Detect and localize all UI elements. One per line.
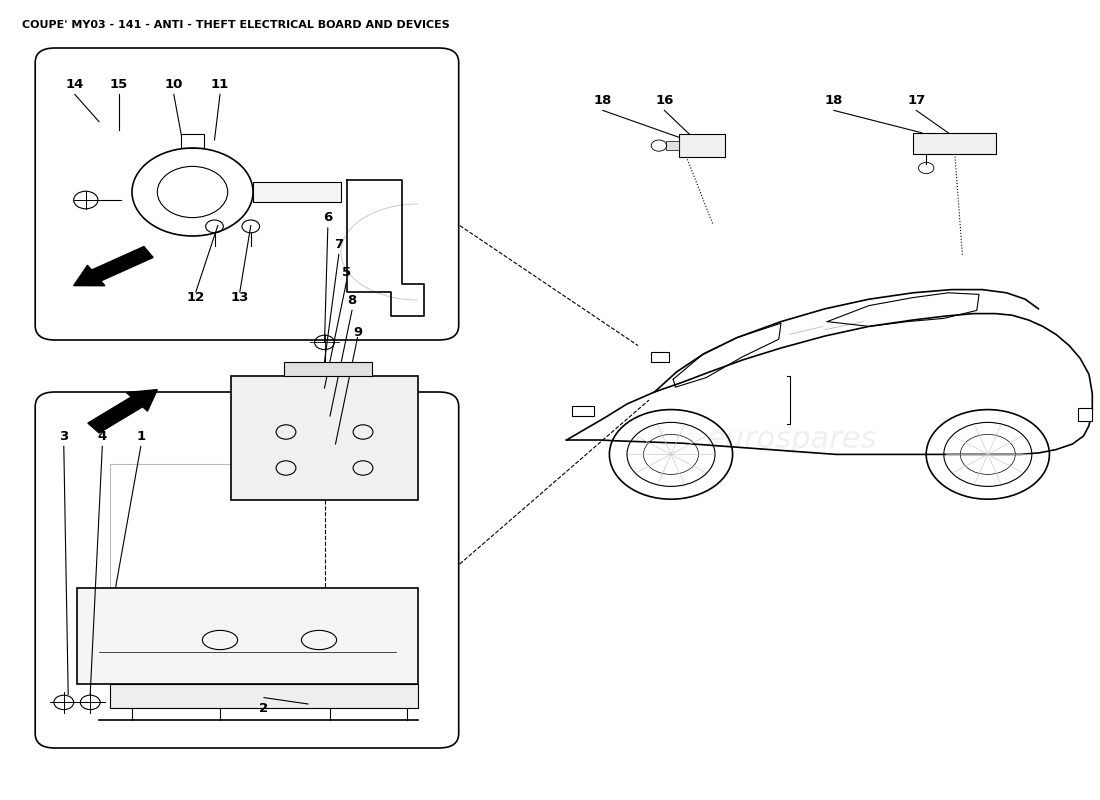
Text: 6: 6 (323, 211, 332, 224)
Text: 15: 15 (110, 78, 128, 90)
Polygon shape (651, 352, 669, 362)
Polygon shape (913, 133, 996, 154)
FancyArrow shape (88, 390, 157, 433)
Text: 1: 1 (136, 430, 145, 442)
Text: 14: 14 (66, 78, 84, 90)
Text: 2: 2 (260, 702, 268, 714)
Polygon shape (1078, 408, 1092, 421)
FancyBboxPatch shape (35, 48, 459, 340)
Text: 3: 3 (59, 430, 68, 442)
Text: eurospares: eurospares (162, 192, 300, 216)
Text: 17: 17 (908, 94, 925, 106)
Polygon shape (231, 376, 418, 500)
Polygon shape (666, 141, 679, 150)
Text: 13: 13 (231, 291, 249, 304)
Text: eurospares: eurospares (162, 548, 300, 572)
Polygon shape (110, 684, 418, 708)
Text: 7: 7 (334, 238, 343, 250)
Text: 18: 18 (594, 94, 612, 106)
Text: 12: 12 (187, 291, 205, 304)
Text: 16: 16 (656, 94, 673, 106)
Text: 8: 8 (348, 294, 356, 306)
Text: eurospares: eurospares (707, 426, 877, 454)
Polygon shape (77, 588, 418, 684)
Text: COUPE' MY03 - 141 - ANTI - THEFT ELECTRICAL BOARD AND DEVICES: COUPE' MY03 - 141 - ANTI - THEFT ELECTRI… (22, 20, 450, 30)
Text: 5: 5 (342, 266, 351, 278)
Polygon shape (572, 406, 594, 416)
FancyBboxPatch shape (35, 392, 459, 748)
Text: 4: 4 (98, 430, 107, 442)
FancyArrow shape (74, 246, 153, 286)
Polygon shape (284, 362, 372, 376)
Polygon shape (679, 134, 725, 157)
Text: 9: 9 (353, 326, 362, 338)
Text: 11: 11 (211, 78, 229, 90)
Text: 18: 18 (825, 94, 843, 106)
Text: 10: 10 (165, 78, 183, 90)
Polygon shape (253, 182, 341, 202)
